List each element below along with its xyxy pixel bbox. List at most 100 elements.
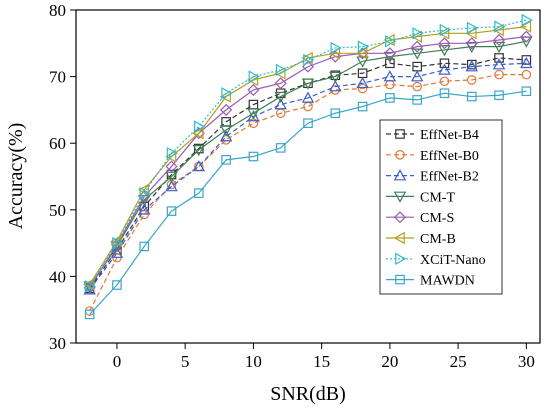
data-point [492, 58, 506, 70]
data-point [385, 35, 397, 48]
x-tick-label: 20 [381, 352, 398, 371]
data-point [494, 53, 504, 63]
series-line [89, 90, 527, 315]
data-point [521, 86, 532, 97]
data-point [385, 93, 395, 103]
data-point [357, 83, 368, 94]
data-point [192, 160, 206, 172]
legend-label: EffNet-B2 [420, 170, 479, 185]
y-tick-label: 50 [49, 201, 66, 220]
data-point [301, 91, 315, 103]
y-tick-label: 30 [49, 334, 66, 353]
data-point [412, 27, 424, 40]
legend-item: CM-B [386, 231, 456, 247]
data-point [494, 69, 504, 80]
legend-marker [393, 231, 405, 245]
data-point [356, 56, 369, 68]
data-point [383, 51, 397, 64]
legend-label: CM-S [420, 211, 454, 226]
y-axis-title: Accuracy(%) [5, 123, 27, 230]
data-point [438, 27, 450, 40]
legend-label: XCiT-Nano [420, 253, 486, 268]
legend-marker [395, 252, 407, 266]
data-point [410, 30, 422, 43]
data-point [275, 143, 286, 153]
data-point [303, 53, 315, 67]
data-point [492, 23, 504, 37]
data-point [301, 51, 313, 65]
legend-marker [393, 191, 407, 203]
data-point [438, 63, 451, 75]
data-point [519, 20, 532, 33]
axis-ticks: 0 5 10 15 20 25 30 30 40 50 60 70 80 [49, 1, 535, 371]
data-point [274, 98, 287, 110]
data-point [438, 45, 451, 57]
data-point [356, 76, 369, 89]
series-line [89, 36, 527, 289]
legend-item: EffNet-B0 [386, 149, 479, 164]
legend-label: EffNet-B4 [420, 128, 479, 143]
data-point [139, 186, 151, 200]
data-point [412, 81, 422, 92]
data-point [521, 55, 532, 65]
data-point [219, 125, 233, 137]
data-point [466, 21, 479, 35]
data-point [275, 63, 288, 77]
series-effnet-b2 [83, 56, 533, 295]
data-point [194, 120, 206, 133]
data-point [330, 108, 341, 119]
data-point [439, 58, 450, 69]
y-tick-label: 40 [49, 267, 66, 286]
data-point [439, 23, 451, 37]
data-point [412, 95, 422, 105]
data-point [521, 69, 532, 80]
legend-item: EffNet-B2 [386, 169, 479, 185]
data-point [303, 118, 313, 129]
data-point [248, 70, 260, 83]
plot-frame [75, 9, 541, 344]
data-point [439, 76, 450, 87]
data-point [248, 151, 259, 162]
legend-item: EffNet-B4 [386, 128, 479, 143]
data-point [138, 203, 151, 215]
data-point [301, 78, 315, 90]
x-tick-label: 25 [450, 352, 467, 371]
x-tick-label: 10 [245, 352, 262, 371]
x-axis-title: SNR(dB) [270, 383, 346, 405]
legend: EffNet-B4 EffNet-B0 EffNet-B2 CM-T CM-S CM-B X… [379, 119, 503, 295]
data-point [521, 13, 533, 27]
legend-marker [395, 150, 405, 160]
series-xcit-nano [84, 13, 533, 293]
data-point [494, 90, 504, 101]
data-point [466, 91, 477, 102]
data-point [220, 103, 233, 116]
data-point [492, 41, 506, 54]
series-line [89, 40, 527, 287]
data-point [303, 101, 313, 112]
x-tick-label: 30 [518, 352, 535, 371]
series-line [89, 62, 527, 291]
legend-item: CM-S [386, 211, 454, 226]
data-point [110, 246, 124, 258]
data-point [410, 70, 424, 82]
data-point [330, 41, 342, 55]
data-point [83, 278, 95, 291]
data-point [112, 280, 122, 290]
series-line [89, 19, 527, 287]
data-point [494, 20, 506, 33]
data-point [247, 110, 260, 122]
data-point [165, 150, 177, 163]
data-point [166, 206, 177, 216]
series-cm-s [83, 30, 533, 294]
data-point [274, 77, 287, 90]
data-point [356, 47, 368, 60]
data-point [247, 108, 260, 120]
data-point [357, 101, 368, 112]
y-tick-label: 60 [49, 134, 66, 153]
y-tick-label: 80 [49, 1, 66, 20]
data-point [165, 160, 178, 173]
data-point [383, 47, 396, 60]
data-point [221, 87, 233, 100]
x-tick-label: 5 [181, 352, 190, 371]
